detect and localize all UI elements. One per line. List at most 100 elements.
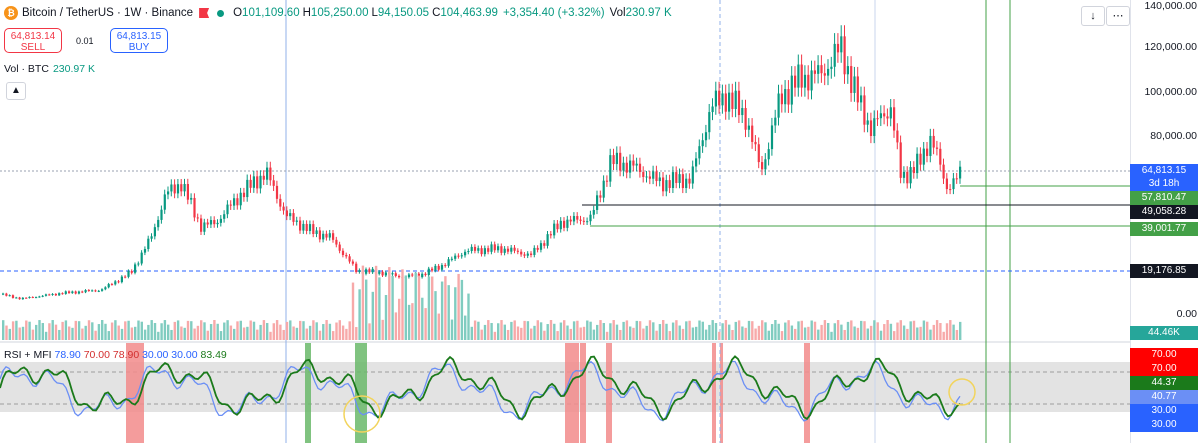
candle-body: [893, 107, 896, 131]
symbol-title[interactable]: Bitcoin / TetherUS · 1W · Binance: [22, 7, 194, 19]
volume-bar: [404, 275, 407, 340]
volume-bar: [899, 320, 902, 340]
rsi-name: RSI + MFI: [4, 349, 52, 361]
volume-bar: [345, 328, 348, 340]
candle-body: [216, 222, 219, 225]
candle-body: [464, 251, 467, 256]
volume-bar: [87, 320, 91, 340]
volume-bar: [896, 322, 899, 340]
chart-canvas[interactable]: [0, 0, 1130, 443]
candle-body: [741, 108, 744, 116]
change-value: +3,354.40 (+3.32%): [502, 7, 605, 19]
volume-bar: [447, 285, 450, 340]
candle-body: [209, 220, 213, 225]
candle-body: [810, 70, 813, 91]
arrow-down-icon[interactable]: ↓: [1081, 6, 1105, 26]
volume-bar: [355, 327, 358, 340]
candle-body: [856, 76, 859, 103]
volume-bar: [922, 320, 926, 340]
volume-bar: [830, 331, 833, 340]
candle-body: [668, 180, 671, 188]
volume-bar: [61, 321, 64, 340]
volume-legend[interactable]: Vol · BTC 230.97 K: [4, 63, 95, 75]
volume-bar: [84, 325, 87, 340]
collapse-legend-icon[interactable]: ▲: [6, 82, 26, 100]
volume-bar: [737, 320, 741, 340]
candle-body: [444, 265, 447, 267]
candle-body: [629, 160, 632, 173]
candle-body: [180, 184, 183, 192]
volume-bar: [48, 323, 51, 340]
sell-button[interactable]: 64,813.14 SELL: [4, 28, 62, 53]
candle-body: [510, 247, 513, 252]
volume-bar: [510, 321, 513, 340]
volume-bar: [770, 324, 774, 340]
volume-bar: [407, 304, 411, 340]
candle-body: [879, 113, 882, 119]
volume-bar: [483, 324, 487, 340]
volume-bar: [38, 320, 41, 340]
candle-body: [285, 210, 288, 217]
candle-body: [860, 95, 863, 103]
volume-bar: [579, 327, 582, 340]
candle-body: [840, 36, 843, 53]
candle-body: [77, 291, 81, 294]
volume-bar: [860, 320, 863, 340]
candle-body: [543, 243, 546, 246]
volume-bar: [780, 331, 784, 340]
volume-bar: [295, 327, 299, 340]
buy-button[interactable]: 64,813.15 BUY: [110, 28, 168, 53]
volume-bar: [625, 320, 629, 340]
candle-body: [431, 268, 434, 271]
candle-body: [873, 118, 876, 137]
candle-body: [912, 167, 915, 174]
volume-bar: [520, 327, 523, 340]
volume-bar: [450, 319, 454, 340]
candle-body: [325, 233, 328, 238]
candle-body: [398, 275, 401, 278]
candle-body: [176, 184, 180, 194]
volume-legend-label: Vol · BTC: [4, 63, 49, 75]
volume-bar: [850, 320, 853, 340]
volume-bar: [718, 331, 721, 340]
flag-icon[interactable]: [199, 8, 210, 18]
candle-body: [533, 247, 536, 255]
candle-body: [761, 162, 764, 170]
volume-bar: [609, 323, 612, 340]
volume-bar: [757, 325, 761, 340]
volume-bar: [242, 327, 246, 340]
volume-bar: [800, 320, 803, 340]
volume-bar: [807, 326, 810, 340]
candle-body: [91, 290, 94, 292]
volume-bar: [744, 327, 747, 340]
volume-bar: [480, 329, 483, 340]
volume-bar: [104, 323, 107, 340]
candle-body: [2, 293, 5, 295]
volume-bar: [774, 320, 777, 340]
volume-bar: [147, 324, 150, 340]
volume-bar: [71, 327, 74, 340]
candle-body: [945, 178, 948, 190]
volume-bar: [114, 320, 117, 340]
candle-body: [384, 272, 387, 276]
volume-bar: [292, 326, 295, 340]
volume-bar: [5, 325, 8, 340]
chart-area[interactable]: [0, 0, 1130, 443]
volume-bar: [308, 325, 312, 340]
volume-bar: [203, 322, 206, 340]
volume-bar: [493, 331, 497, 340]
volume-bar: [229, 325, 233, 340]
rsi-scale-label: 30.00: [1130, 418, 1198, 432]
candle-body: [190, 197, 193, 200]
candle-body: [186, 184, 189, 200]
volume-bar: [312, 320, 315, 340]
rsi-legend[interactable]: RSI + MFI 78.90 70.00 78.90 30.00 30.00 …: [4, 349, 227, 361]
volume-bar: [635, 320, 638, 340]
volume-bar: [183, 327, 186, 340]
candle-body: [728, 92, 731, 112]
more-options-icon[interactable]: ⋯: [1106, 6, 1130, 26]
volume-bar: [688, 320, 691, 340]
candle-body: [539, 243, 543, 250]
candle-body: [754, 141, 757, 145]
candle-body: [335, 239, 338, 245]
